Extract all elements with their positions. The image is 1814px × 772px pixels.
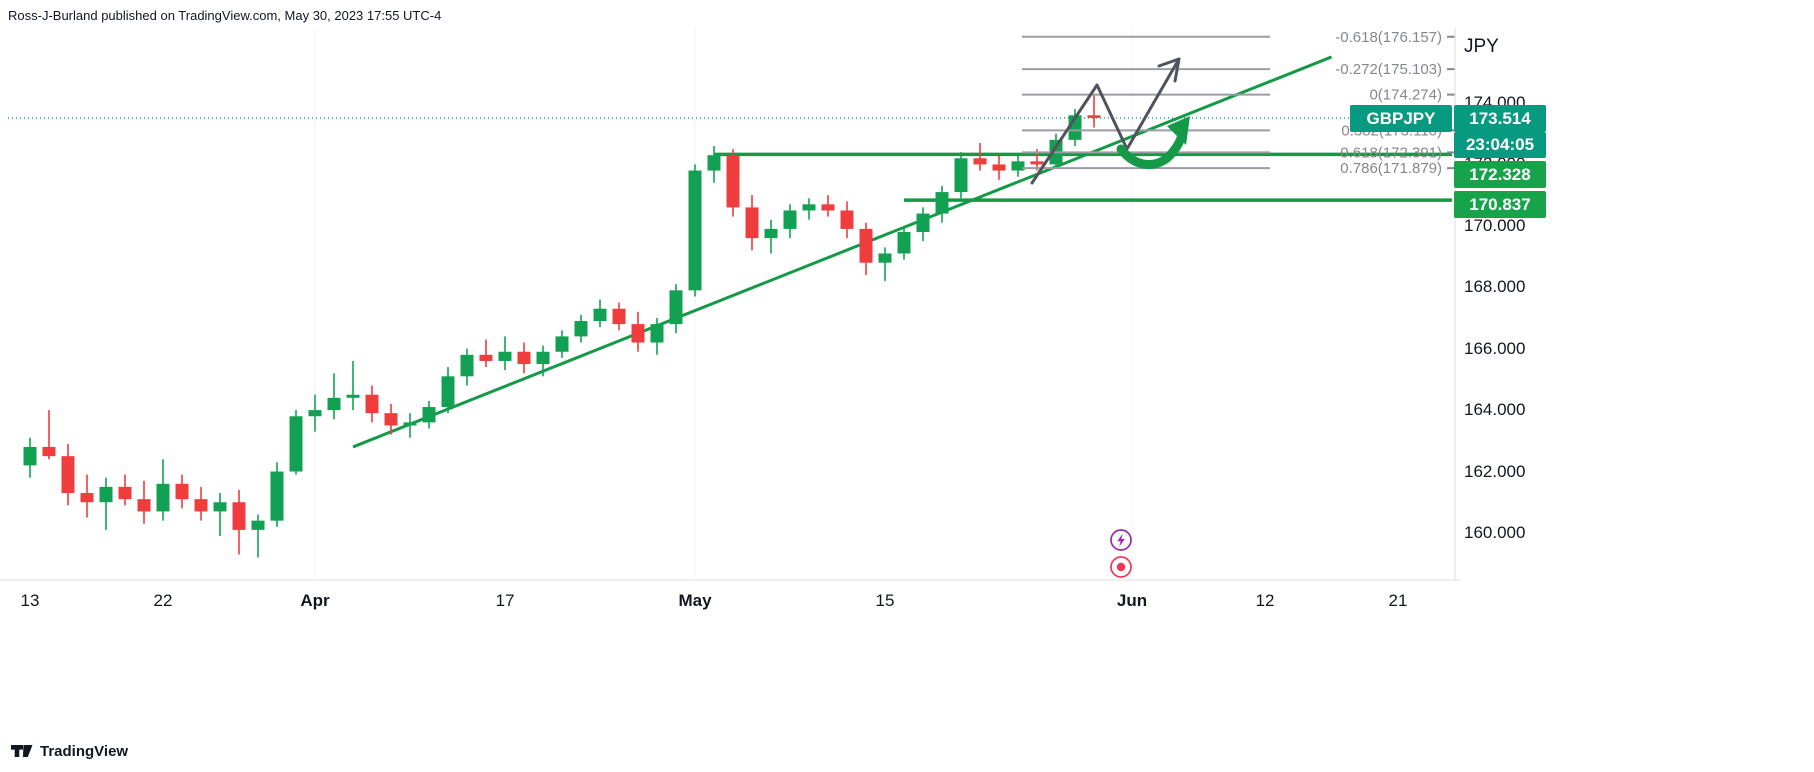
candle <box>194 486 208 521</box>
time-tick-label: 12 <box>1255 591 1275 610</box>
time-tick-label: 21 <box>1388 591 1408 610</box>
candle <box>688 164 702 297</box>
candle <box>1011 155 1025 177</box>
candle <box>954 152 968 199</box>
candle <box>517 342 531 374</box>
candle <box>156 459 170 521</box>
level-price-badge-1[interactable]: 172.328 <box>1454 161 1546 188</box>
candle <box>612 302 626 331</box>
price-tick-label: 164.000 <box>1464 400 1526 420</box>
time-axis[interactable]: 13 22 Apr 17 May 15 Jun 12 21 <box>0 591 1460 617</box>
candle <box>650 317 664 355</box>
candle <box>878 247 892 282</box>
candle <box>42 410 56 460</box>
candle <box>498 336 512 371</box>
candle <box>308 394 322 432</box>
candle <box>403 413 417 438</box>
candle <box>726 149 740 217</box>
candle <box>479 339 493 368</box>
candle <box>23 437 37 478</box>
candle <box>764 219 778 254</box>
footer-brand[interactable]: TradingView <box>10 742 128 760</box>
candle <box>270 462 284 527</box>
candle <box>384 403 398 435</box>
candle <box>289 410 303 475</box>
candle <box>631 311 645 352</box>
fib-level-label: 0(174.274) <box>1369 87 1442 104</box>
price-axis[interactable]: JPY 174.000172.000170.000168.000166.0001… <box>1455 0 1814 580</box>
candle <box>992 155 1006 180</box>
candle <box>232 489 246 555</box>
candle <box>669 284 683 334</box>
time-tick-label: Jun <box>1116 591 1148 610</box>
candle <box>1087 93 1101 128</box>
candle <box>859 222 873 275</box>
candle <box>137 480 151 524</box>
time-tick-label: 15 <box>875 591 895 610</box>
bar-countdown-badge: 23:04:05 <box>1454 132 1546 158</box>
bounce-curve-arrow[interactable] <box>1116 116 1190 169</box>
fib-level-label: -0.272(175.103) <box>1335 61 1442 78</box>
candle <box>593 299 607 328</box>
price-tick-label: 160.000 <box>1464 522 1526 542</box>
candle <box>574 314 588 343</box>
candle <box>973 142 987 171</box>
time-tick-label: Apr <box>300 591 330 610</box>
candle <box>441 367 455 414</box>
candle <box>422 400 436 429</box>
candle <box>897 225 911 260</box>
lightning-marker-icon[interactable] <box>1110 529 1132 551</box>
time-tick-label: 22 <box>153 591 173 610</box>
candle <box>783 204 797 239</box>
candle <box>80 474 94 518</box>
currency-label: JPY <box>1464 36 1499 57</box>
candle <box>327 373 341 420</box>
fib-level-label: -0.618(176.157) <box>1335 29 1442 46</box>
fib-level-label: 0.786(171.879) <box>1340 160 1442 177</box>
candle <box>802 198 816 220</box>
fib-level-label: 0.618(172.391) <box>1340 144 1442 161</box>
candle <box>118 474 132 506</box>
candle <box>555 330 569 358</box>
last-price-badge[interactable]: 173.514 <box>1454 105 1546 132</box>
price-tick-label: 170.000 <box>1464 215 1526 235</box>
ascending-trendline[interactable] <box>352 55 1333 449</box>
time-tick-label: 13 <box>20 591 40 610</box>
candle <box>346 360 360 411</box>
price-tick-label: 168.000 <box>1464 277 1526 297</box>
level-price-badge-2[interactable]: 170.837 <box>1454 191 1546 218</box>
price-tick-label: 166.000 <box>1464 338 1526 358</box>
time-tick-label: May <box>678 591 712 610</box>
candle <box>365 385 379 423</box>
record-marker-icon[interactable] <box>1110 556 1132 578</box>
candle <box>536 345 550 377</box>
candle <box>61 443 75 506</box>
footer-brand-label: TradingView <box>40 742 129 760</box>
price-tick-label: 162.000 <box>1464 461 1526 481</box>
symbol-badge[interactable]: GBPJPY <box>1350 105 1452 132</box>
candle <box>745 195 759 251</box>
candle <box>99 477 113 530</box>
time-tick-label: 17 <box>495 591 515 610</box>
axis-lines <box>0 28 1460 581</box>
publish-attribution: Ross-J-Burland published on TradingView.… <box>8 8 442 23</box>
candle <box>175 474 189 509</box>
candle <box>213 493 227 537</box>
candle <box>916 207 930 242</box>
candle <box>935 185 949 223</box>
tradingview-logo-icon <box>11 745 33 757</box>
candle <box>821 195 835 217</box>
symbol-label: GBPJPY <box>1366 108 1436 128</box>
candle <box>460 348 474 386</box>
candle <box>840 201 854 239</box>
projection-zigzag-arrow[interactable] <box>1030 57 1181 185</box>
candle <box>707 145 721 183</box>
candle <box>251 514 265 558</box>
